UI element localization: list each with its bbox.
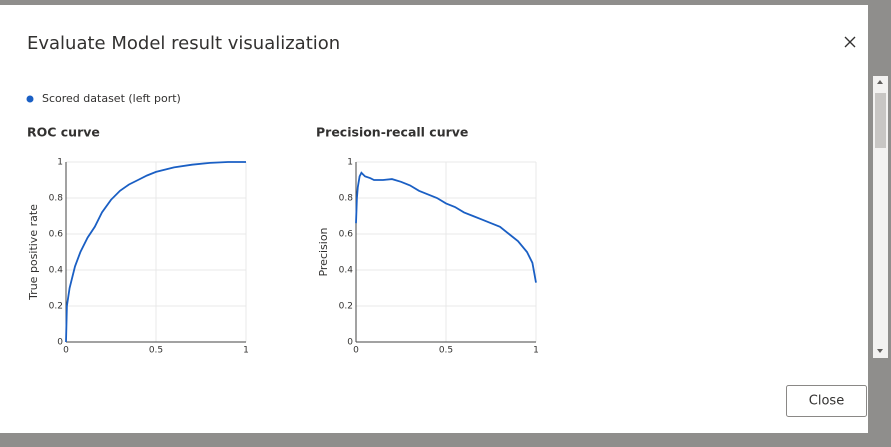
y-tick-label: 1	[347, 158, 353, 168]
x-tick-label: 0.5	[149, 346, 163, 356]
x-tick-label: 0	[63, 346, 69, 356]
curve	[65, 161, 246, 343]
scroll-down[interactable]	[877, 349, 883, 353]
y-tick-label: 0.6	[49, 230, 64, 240]
chart-title: ROC curve	[27, 125, 100, 140]
chart-title: Precision-recall curve	[316, 125, 468, 140]
y-tick-label: 0.8	[339, 194, 354, 204]
y-tick-label: 0.2	[339, 302, 353, 312]
y-tick-label: 0	[347, 338, 353, 348]
close-button-label: Close	[809, 394, 844, 409]
y-tick-label: 1	[57, 158, 63, 168]
dialog	[0, 5, 868, 433]
close-button[interactable]	[786, 385, 867, 417]
scroll-up[interactable]	[877, 80, 883, 84]
close-icon[interactable]	[844, 36, 856, 48]
y-tick-label: 0.4	[339, 266, 354, 276]
x-tick-label: 0.5	[439, 346, 453, 356]
x-tick-label: 0	[353, 346, 359, 356]
x-tick-label: 1	[243, 346, 249, 356]
y-axis-label: True positive rate	[27, 204, 40, 301]
legend-label: Scored dataset (left port)	[42, 92, 181, 105]
legend-marker	[26, 95, 34, 103]
y-tick-label: 0.8	[49, 194, 64, 204]
y-tick-label: 0.2	[49, 302, 63, 312]
y-tick-label: 0.4	[49, 266, 64, 276]
dialog-title: Evaluate Model result visualization	[27, 33, 340, 54]
y-tick-label: 0	[57, 338, 63, 348]
y-tick-label: 0.6	[339, 230, 354, 240]
scrollbar-thumb[interactable]	[875, 93, 886, 148]
x-tick-label: 1	[533, 346, 539, 356]
curve	[355, 171, 537, 283]
y-axis-label: Precision	[317, 227, 330, 276]
